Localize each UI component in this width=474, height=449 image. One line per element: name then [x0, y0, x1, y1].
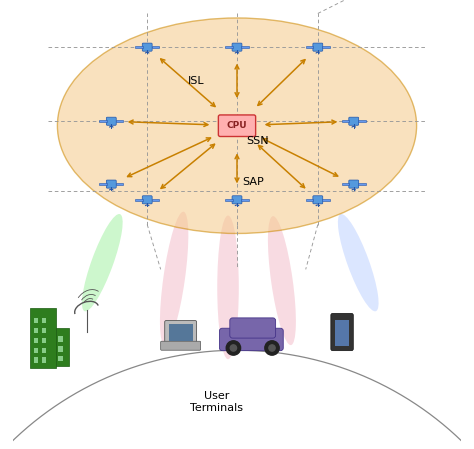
Bar: [116, 120, 123, 123]
FancyBboxPatch shape: [106, 180, 116, 188]
Bar: [42, 357, 46, 363]
Bar: [34, 328, 38, 333]
Bar: [29, 308, 55, 368]
Bar: [42, 348, 46, 353]
FancyBboxPatch shape: [331, 313, 353, 351]
FancyBboxPatch shape: [232, 43, 242, 51]
Circle shape: [226, 341, 241, 355]
Ellipse shape: [57, 18, 417, 233]
Bar: [34, 357, 38, 363]
Bar: [152, 198, 159, 201]
Bar: [42, 328, 46, 333]
Bar: [58, 356, 63, 361]
Bar: [342, 120, 349, 123]
Bar: [358, 120, 366, 123]
Bar: [58, 346, 63, 352]
FancyBboxPatch shape: [161, 341, 201, 350]
Bar: [99, 183, 107, 185]
FancyBboxPatch shape: [349, 117, 359, 125]
FancyBboxPatch shape: [219, 328, 283, 351]
Bar: [306, 46, 313, 48]
Ellipse shape: [217, 216, 239, 359]
Bar: [42, 338, 46, 343]
Bar: [116, 183, 123, 185]
Bar: [34, 338, 38, 343]
Bar: [241, 46, 249, 48]
FancyBboxPatch shape: [164, 321, 197, 345]
Text: SSN: SSN: [246, 136, 268, 146]
Bar: [55, 328, 69, 366]
Bar: [42, 318, 46, 323]
Bar: [335, 320, 349, 346]
Ellipse shape: [268, 216, 296, 345]
Bar: [322, 198, 330, 201]
Bar: [358, 183, 366, 185]
FancyBboxPatch shape: [106, 117, 116, 125]
Bar: [169, 324, 192, 341]
Bar: [99, 120, 107, 123]
Ellipse shape: [160, 211, 188, 345]
Bar: [34, 318, 38, 323]
Bar: [152, 46, 159, 48]
FancyBboxPatch shape: [313, 43, 323, 51]
Bar: [135, 198, 143, 201]
Circle shape: [269, 345, 275, 351]
Text: ISL: ISL: [188, 76, 205, 86]
FancyBboxPatch shape: [230, 318, 275, 338]
FancyBboxPatch shape: [219, 115, 255, 136]
Text: User
Terminals: User Terminals: [190, 392, 243, 413]
FancyBboxPatch shape: [232, 196, 242, 204]
FancyBboxPatch shape: [349, 180, 359, 188]
Bar: [34, 348, 38, 353]
Bar: [58, 336, 63, 342]
Text: SAP: SAP: [242, 177, 264, 187]
Bar: [225, 198, 233, 201]
FancyBboxPatch shape: [313, 196, 323, 204]
Bar: [342, 183, 349, 185]
FancyBboxPatch shape: [142, 196, 152, 204]
Circle shape: [230, 345, 237, 351]
Bar: [322, 46, 330, 48]
FancyBboxPatch shape: [142, 43, 152, 51]
Circle shape: [265, 341, 279, 355]
Ellipse shape: [338, 214, 379, 311]
Ellipse shape: [82, 214, 123, 311]
Bar: [241, 198, 249, 201]
Bar: [306, 198, 313, 201]
Bar: [225, 46, 233, 48]
Bar: [135, 46, 143, 48]
Text: CPU: CPU: [227, 121, 247, 130]
